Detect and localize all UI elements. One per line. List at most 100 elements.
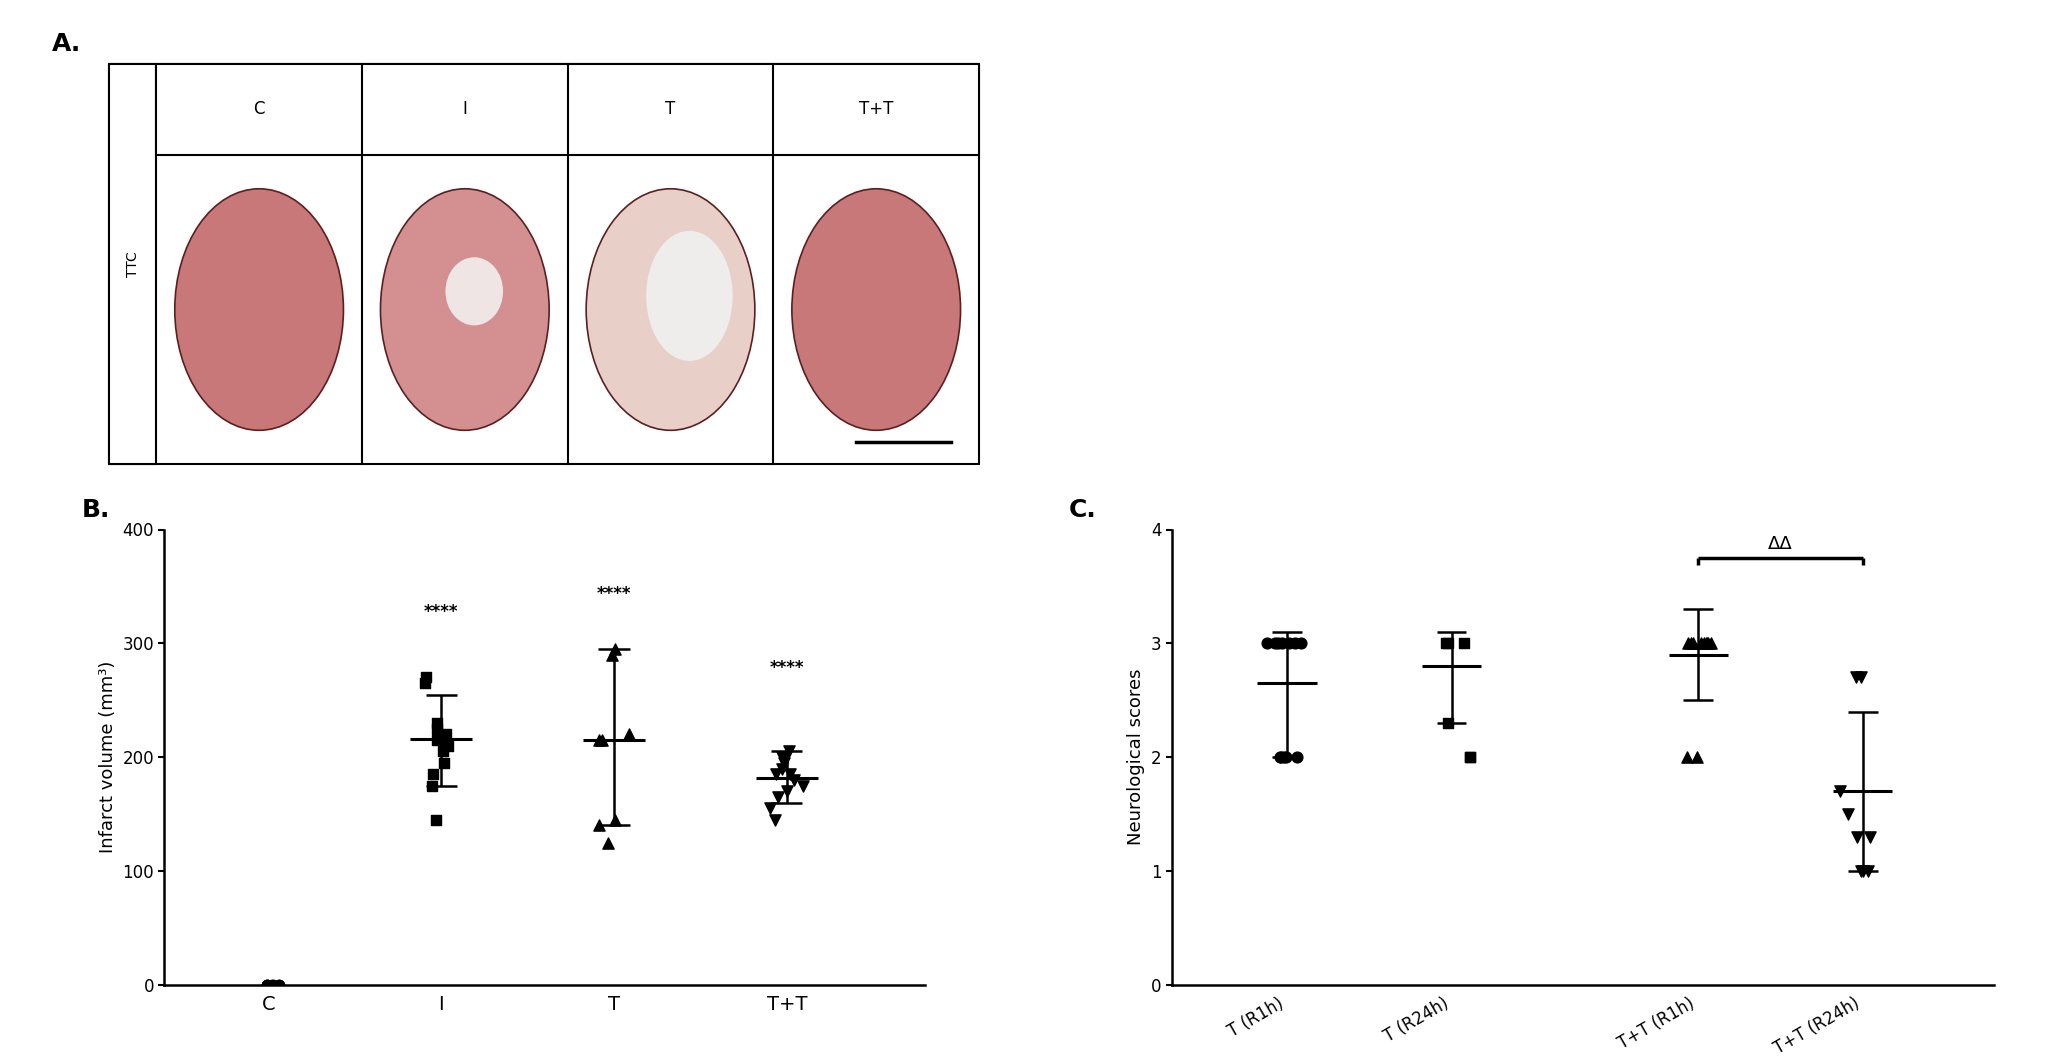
Point xyxy=(1824,783,1857,800)
Point xyxy=(1676,634,1709,651)
Point xyxy=(1694,634,1727,651)
Point xyxy=(1692,634,1725,651)
Point xyxy=(430,726,463,743)
Text: ****: **** xyxy=(596,586,631,604)
FancyBboxPatch shape xyxy=(109,64,979,464)
Y-axis label: Neurological scores: Neurological scores xyxy=(1127,669,1145,845)
Point xyxy=(1844,669,1877,686)
Point xyxy=(752,800,785,816)
Point xyxy=(1264,749,1297,766)
Point xyxy=(428,743,461,760)
Point xyxy=(1686,634,1719,651)
Text: ΔΔ: ΔΔ xyxy=(1768,536,1793,554)
Point xyxy=(1840,828,1873,845)
Point xyxy=(598,641,631,658)
Point xyxy=(255,976,288,993)
Point xyxy=(773,743,806,760)
Point xyxy=(759,811,792,828)
Point xyxy=(1273,634,1306,651)
Point xyxy=(257,976,290,993)
Ellipse shape xyxy=(380,189,549,430)
Point xyxy=(421,720,454,737)
Point xyxy=(1262,634,1295,651)
Point xyxy=(592,834,625,851)
Point xyxy=(1454,749,1486,766)
Point xyxy=(586,732,619,749)
Point xyxy=(417,766,450,783)
Point xyxy=(1447,634,1480,651)
Ellipse shape xyxy=(175,189,343,430)
Point xyxy=(1429,634,1462,651)
Text: I: I xyxy=(463,101,467,119)
Point xyxy=(419,811,452,828)
Point xyxy=(1852,862,1885,879)
Point xyxy=(584,732,617,749)
Point xyxy=(582,818,615,834)
Text: B.: B. xyxy=(82,498,111,522)
Point xyxy=(598,811,631,828)
Point xyxy=(787,777,820,794)
Point xyxy=(1454,749,1486,766)
Point xyxy=(613,726,646,743)
Point xyxy=(263,976,296,993)
Point xyxy=(421,732,454,749)
Point xyxy=(1690,634,1723,651)
Point xyxy=(761,789,794,806)
Ellipse shape xyxy=(446,257,504,325)
Point xyxy=(1669,749,1702,766)
Point xyxy=(1672,634,1704,651)
Point xyxy=(765,749,798,766)
Text: ****: **** xyxy=(424,603,458,621)
Point xyxy=(594,646,627,663)
Text: C.: C. xyxy=(1069,498,1096,522)
Ellipse shape xyxy=(646,231,732,361)
Point xyxy=(771,783,804,800)
Point xyxy=(428,754,461,771)
Text: T: T xyxy=(666,101,676,119)
Point xyxy=(1271,749,1304,766)
Ellipse shape xyxy=(792,189,960,430)
Point xyxy=(1855,828,1887,845)
Point xyxy=(1279,634,1312,651)
Point xyxy=(1431,715,1464,732)
Point xyxy=(409,675,442,692)
FancyBboxPatch shape xyxy=(156,64,979,155)
Point xyxy=(765,760,798,777)
Point xyxy=(1688,634,1721,651)
Text: T+T: T+T xyxy=(859,101,894,119)
Ellipse shape xyxy=(586,189,755,430)
Point xyxy=(432,737,465,754)
Point xyxy=(1832,806,1865,823)
Y-axis label: Infarct volume (mm³): Infarct volume (mm³) xyxy=(99,661,117,854)
Point xyxy=(263,976,296,993)
Point xyxy=(773,766,806,783)
Point xyxy=(1846,862,1879,879)
Point xyxy=(761,766,794,783)
Point xyxy=(251,976,284,993)
Text: TTC: TTC xyxy=(125,251,140,276)
Text: ****: **** xyxy=(769,660,804,678)
Point xyxy=(1431,634,1464,651)
Point xyxy=(769,754,802,771)
Point xyxy=(1258,634,1291,651)
Point xyxy=(415,777,448,794)
Text: C: C xyxy=(253,101,265,119)
FancyBboxPatch shape xyxy=(109,64,156,464)
Point xyxy=(1266,749,1299,766)
Point xyxy=(1680,749,1713,766)
Point xyxy=(1285,634,1318,651)
Point xyxy=(1264,749,1297,766)
Point xyxy=(1674,634,1706,651)
Point xyxy=(1250,634,1283,651)
Point xyxy=(777,771,810,788)
Point xyxy=(1266,634,1299,651)
Point xyxy=(1281,749,1314,766)
Point xyxy=(251,976,284,993)
Point xyxy=(409,669,442,686)
Point xyxy=(1840,669,1873,686)
Point xyxy=(1690,634,1723,651)
Point xyxy=(251,976,284,993)
Text: A.: A. xyxy=(51,32,82,56)
Point xyxy=(421,715,454,732)
Point xyxy=(1844,862,1877,879)
